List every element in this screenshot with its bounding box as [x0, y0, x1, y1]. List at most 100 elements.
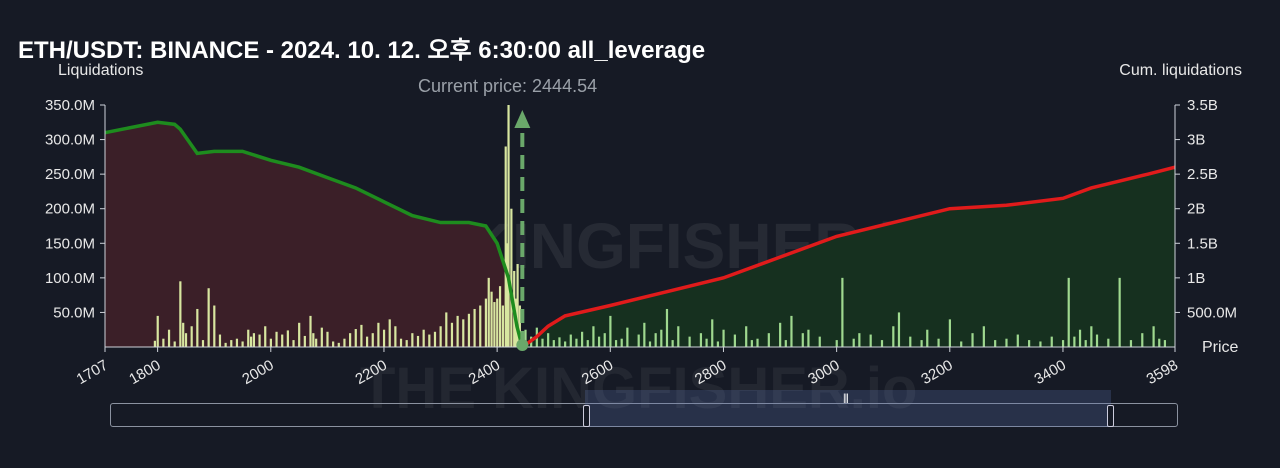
- liquidation-bar: [428, 334, 431, 347]
- liquidation-bar: [252, 333, 256, 347]
- liquidation-bar: [818, 336, 821, 347]
- liquidation-bar: [487, 277, 490, 347]
- liquidation-bar: [518, 305, 521, 347]
- liquidation-bar: [699, 333, 703, 347]
- liquidation-bar: [354, 329, 357, 347]
- liquidation-bar: [982, 326, 985, 347]
- x-tick-label: 1707: [74, 357, 111, 388]
- liquidation-bar: [349, 333, 352, 347]
- y-tick-label: 200.0M: [45, 201, 95, 218]
- liquidation-bar: [552, 340, 555, 347]
- liquidation-bar: [394, 326, 397, 347]
- liquidation-bar: [196, 308, 199, 347]
- liquidation-bar: [292, 340, 295, 347]
- range-slider-track[interactable]: [110, 403, 1178, 427]
- liquidation-bar: [507, 105, 510, 347]
- chart-title: ETH/USDT: BINANCE - 2024. 10. 12. 오후 6:3…: [18, 37, 706, 64]
- liquidation-bar: [360, 324, 363, 347]
- liquidation-bar: [705, 338, 708, 347]
- liquidation-bar: [784, 340, 787, 347]
- liquidation-bar: [182, 322, 185, 347]
- liquidation-bar: [1073, 336, 1076, 347]
- liquidation-bar: [1095, 334, 1099, 347]
- liquidation-bar: [416, 335, 420, 347]
- short-side-area: [105, 122, 523, 348]
- liquidation-bar: [309, 315, 312, 347]
- liquidation-bar: [218, 334, 222, 347]
- y2-tick-label: 3B: [1187, 132, 1205, 149]
- liquidation-bar: [671, 340, 674, 347]
- liquidation-bar: [648, 341, 652, 347]
- liquidation-bar: [337, 342, 340, 347]
- liquidation-bar: [745, 326, 748, 347]
- liquidation-bar: [547, 333, 550, 347]
- y2-tick-label: 2.5B: [1187, 166, 1218, 183]
- range-slider-grip-icon[interactable]: |||: [843, 393, 849, 404]
- liquidation-bar: [581, 331, 584, 347]
- liquidation-bar: [1090, 326, 1093, 347]
- liquidation-bar: [1152, 326, 1155, 347]
- liquidation-bar: [722, 329, 725, 347]
- x-axis-label: Price: [1202, 339, 1239, 356]
- x-tick-label: 1800: [126, 357, 163, 388]
- liquidation-bar: [688, 336, 691, 347]
- liquidation-bar: [541, 338, 544, 347]
- liquidation-bar: [971, 333, 974, 347]
- liquidation-bar: [564, 341, 567, 347]
- cum-short-liquidation-line: [104, 120, 525, 348]
- liquidation-bar: [479, 305, 482, 347]
- liquidation-bar: [660, 329, 663, 347]
- liquidation-bar: [880, 340, 884, 347]
- liquidation-bar: [224, 342, 227, 347]
- liquidation-bar: [948, 319, 951, 347]
- liquidation-bar: [516, 264, 519, 347]
- liquidation-bar: [807, 329, 810, 347]
- liquidation-bar: [247, 329, 250, 347]
- liquidation-bar: [190, 326, 193, 347]
- liquidation-bar: [445, 312, 448, 347]
- y2-tick-label: 2B: [1187, 201, 1205, 218]
- liquidation-bar: [733, 334, 736, 347]
- liquidation-bar: [493, 302, 496, 347]
- liquidation-bar: [852, 338, 855, 347]
- liquidation-bar: [320, 327, 323, 347]
- liquidation-bar: [258, 334, 261, 347]
- y2-tick-label: 3.5B: [1187, 97, 1218, 114]
- liquidation-bar: [1067, 277, 1070, 347]
- liquidation-bar: [897, 312, 901, 347]
- range-slider-window[interactable]: [585, 390, 1111, 427]
- liquidation-bar: [264, 326, 267, 347]
- liquidation-bar: [377, 322, 380, 347]
- liquidation-bar: [156, 315, 159, 347]
- liquidation-bar: [332, 341, 335, 347]
- liquidation-bar: [473, 308, 476, 347]
- liquidation-bar: [909, 336, 912, 347]
- liquidation-bar: [235, 338, 239, 347]
- liquidation-bar: [467, 313, 471, 347]
- liquidation-bar: [614, 340, 618, 347]
- liquidation-bar: [241, 341, 244, 347]
- liquidation-bar: [790, 315, 793, 347]
- liquidation-bar: [213, 305, 216, 347]
- liquidation-bar: [173, 341, 176, 347]
- liquidation-bar: [750, 340, 753, 347]
- liquidation-bar: [371, 333, 374, 347]
- liquidation-bar: [756, 338, 759, 347]
- liquidation-bar: [869, 334, 872, 347]
- range-slider-right-handle[interactable]: [1107, 405, 1114, 427]
- y-tick-label: 350.0M: [45, 97, 95, 114]
- liquidation-bar: [326, 331, 329, 347]
- liquidation-bar: [665, 308, 669, 347]
- liquidation-bar: [1129, 340, 1133, 347]
- liquidation-bar: [365, 336, 369, 347]
- liquidation-bar: [1118, 277, 1121, 347]
- liquidation-bar: [167, 329, 171, 347]
- liquidation-bar: [230, 340, 233, 347]
- liquidation-bar: [1158, 338, 1161, 347]
- liquidation-bar: [286, 330, 289, 347]
- range-slider-left-handle[interactable]: [583, 405, 590, 427]
- liquidation-bar: [275, 331, 278, 347]
- liquidation-bar: [711, 319, 714, 347]
- liquidation-bar: [620, 338, 623, 347]
